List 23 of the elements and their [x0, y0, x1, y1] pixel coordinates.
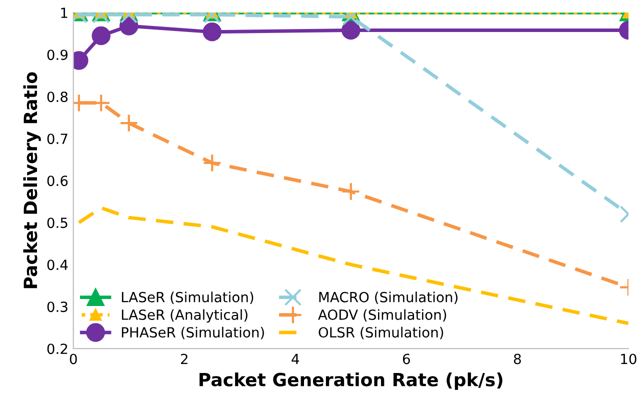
y-tick-label: 0.3: [47, 302, 68, 312]
x-tick-label: 2: [180, 354, 188, 364]
y-tick-label: 0.5: [47, 218, 68, 228]
x-tick-label: 6: [402, 354, 410, 364]
y-tick-label: 0.2: [47, 344, 68, 354]
legend-label: MACRO (Simulation): [319, 292, 458, 304]
y-tick-label: 0.4: [47, 260, 68, 270]
y-tick-label: 0.7: [47, 134, 68, 144]
y-tick-label: 0.9: [47, 50, 68, 60]
legend-label: AODV (Simulation): [318, 309, 446, 322]
legend-label: PHASeR (Simulation): [122, 326, 264, 340]
y-axis-title: Packet Delivery Ratio: [23, 72, 41, 288]
x-tick-label: 4: [292, 354, 300, 364]
y-tick-label: 1: [61, 8, 68, 18]
y-tick-label: 0.8: [47, 92, 68, 102]
x-axis-title: Packet Generation Rate (pk/s): [200, 372, 502, 390]
legend-label: OLSR (Simulation): [318, 326, 444, 340]
legend-label: LASeR (Analytical): [122, 309, 248, 323]
x-tick-label: 0: [70, 354, 77, 364]
y-tick-label: 0.6: [47, 176, 68, 186]
x-tick-label: 10: [621, 354, 636, 364]
x-tick-label: 8: [514, 354, 521, 364]
legend-label: LASeR (Simulation): [122, 292, 254, 304]
